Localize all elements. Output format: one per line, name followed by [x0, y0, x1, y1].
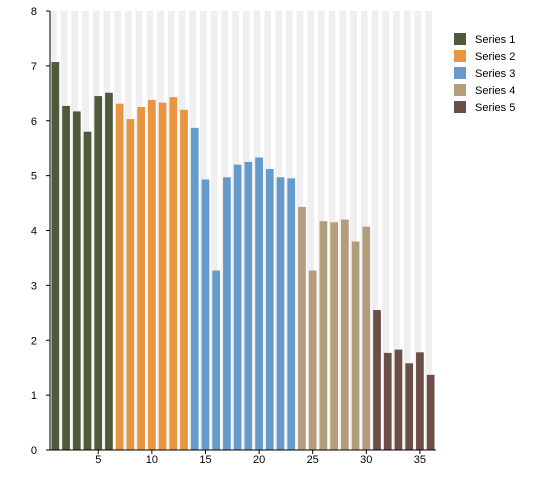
bar [94, 96, 103, 451]
legend-swatch [454, 67, 466, 79]
bar [62, 105, 70, 450]
bar [115, 103, 124, 451]
x-tick-label: 25 [307, 454, 319, 466]
grid-stripe [210, 11, 218, 450]
bar [244, 161, 253, 450]
y-tick-label: 6 [31, 116, 37, 128]
bar [169, 97, 178, 450]
grid-stripe [414, 11, 422, 450]
bar [105, 92, 113, 451]
bar [190, 127, 199, 450]
grid-stripe [382, 11, 390, 450]
bar [308, 270, 317, 450]
legend-label: Series 1 [475, 34, 515, 46]
bar [319, 221, 328, 450]
bar [148, 99, 156, 451]
bar [373, 310, 381, 450]
grid-stripe [307, 11, 314, 450]
legend-swatch [454, 84, 466, 96]
y-tick-label: 7 [31, 61, 37, 73]
x-tick-label: 20 [253, 454, 265, 466]
y-tick-label: 1 [31, 390, 37, 402]
bar [126, 119, 135, 450]
tick-labels: 0 1 2 3 4 5 6 7 8 5 10 15 20 25 30 35 [31, 6, 426, 466]
bar [298, 206, 306, 450]
bar [255, 157, 263, 451]
y-tick-label: 3 [31, 280, 37, 292]
bar [394, 349, 403, 450]
bar [72, 111, 81, 450]
bar [276, 177, 285, 451]
bar [383, 352, 392, 450]
bar [137, 107, 145, 450]
legend-label: Series 4 [475, 85, 515, 97]
y-tick-label: 2 [31, 335, 37, 347]
bar [287, 178, 296, 450]
y-tick-label: 0 [31, 445, 37, 457]
x-tick-label: 30 [360, 454, 372, 466]
grid-stripe [371, 11, 379, 450]
x-tick-label: 35 [414, 454, 426, 466]
legend-swatch [454, 101, 466, 113]
legend-swatch [454, 50, 466, 62]
x-tick-label: 15 [199, 454, 211, 466]
bar [51, 62, 60, 450]
legend-swatch [454, 33, 466, 45]
grid-stripe [425, 11, 432, 450]
x-tick-label: 10 [146, 454, 158, 466]
bar [330, 222, 338, 450]
y-tick-label: 8 [31, 6, 37, 18]
bar [201, 179, 210, 450]
bar [180, 109, 188, 451]
legend-label: Series 2 [475, 51, 515, 63]
bar [362, 226, 371, 450]
grid-stripe [350, 11, 357, 450]
bar [223, 177, 231, 451]
bar [158, 102, 167, 451]
bar [416, 352, 424, 450]
bar [265, 169, 274, 451]
y-tick-label: 5 [31, 171, 37, 183]
bar [341, 219, 349, 450]
y-tick-label: 4 [31, 226, 37, 238]
legend-label: Series 5 [475, 102, 515, 114]
legend-label: Series 3 [475, 68, 515, 80]
x-tick-label: 5 [95, 454, 101, 466]
bar [351, 241, 360, 450]
bar [426, 374, 435, 450]
bar [212, 270, 221, 450]
grid-stripe [403, 11, 411, 450]
bar [83, 131, 92, 450]
bar [233, 164, 242, 450]
bar [405, 363, 414, 450]
legend: Series 1 Series 2 Series 3 Series 4 Series 5 [454, 33, 515, 114]
grid-stripe [393, 11, 400, 450]
bars [51, 62, 435, 451]
